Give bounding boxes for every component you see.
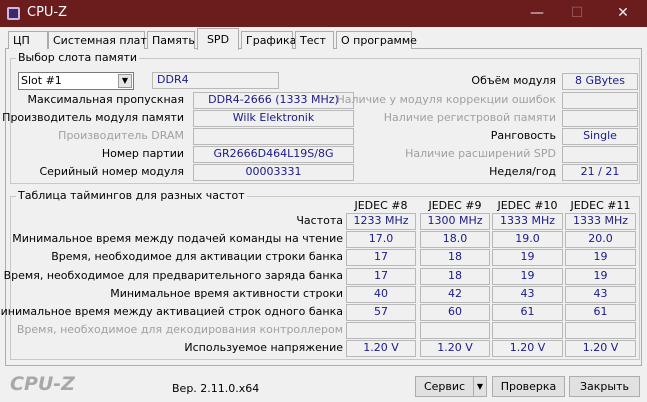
timing-cell: 1333 MHz (492, 213, 563, 230)
timing-cell: 60 (420, 304, 490, 321)
slot-field-value (562, 92, 638, 109)
timing-row-label: Время, необходимое для предварительного … (3, 268, 343, 282)
timing-cell: 61 (565, 304, 636, 321)
close-button[interactable]: Закрыть (569, 376, 640, 397)
timing-row-label: Минимальное время между подачей команды … (12, 232, 343, 246)
tab-3[interactable]: SPD (197, 28, 239, 50)
window-title: CPU-Z (27, 5, 68, 20)
timings-group-title: Таблица таймингов для разных частот (16, 189, 247, 202)
tab-5[interactable]: Тест (295, 31, 334, 49)
slot-group-title: Выбор слота памяти (16, 51, 140, 64)
timing-cell: 18 (420, 267, 490, 285)
tab-6[interactable]: О программе (336, 31, 417, 49)
timing-row-label: Минимальное время между активацией строк… (0, 305, 343, 318)
timing-column-header: JEDEC #10 (497, 199, 558, 212)
tools-dropdown-arrow-icon[interactable]: ▼ (473, 376, 487, 397)
slot-field-label: Ранговость (490, 129, 556, 142)
timing-cell (420, 322, 490, 340)
timing-cell: 43 (565, 285, 636, 303)
timing-cell: 17 (346, 249, 416, 267)
slot-field-value (562, 146, 638, 163)
timing-cell (492, 322, 563, 340)
timing-cell: 1.20 V (420, 340, 490, 358)
timing-cell: 1333 MHz (565, 213, 636, 230)
chevron-down-icon[interactable]: ▼ (118, 74, 132, 88)
slot-field-value: Wilk Elektronik (193, 110, 354, 127)
minimize-button[interactable]: — (530, 5, 544, 21)
slot-field-value: DDR4-2666 (1333 MHz) (193, 92, 354, 109)
timing-cell: 19 (492, 267, 563, 285)
maximize-button[interactable]: ☐ (570, 5, 584, 21)
slot-field-label: Наличие у модуля коррекции ошибок (336, 93, 556, 106)
timing-cell: 57 (346, 304, 416, 321)
slot-selection-group (10, 58, 640, 184)
timing-cell: 19 (565, 267, 636, 285)
title-bar: CPU-Z — ☐ ✕ (0, 0, 647, 27)
timing-cell: 18.0 (420, 231, 490, 249)
timing-cell: 17 (346, 267, 416, 285)
timing-cell: 20.0 (565, 231, 636, 249)
memory-type-field: DDR4 (152, 72, 279, 89)
timing-cell: 43 (492, 285, 563, 303)
cpu-z-logo: CPU-Z (10, 373, 75, 395)
slot-field-value: GR2666D464L19S/8G (193, 146, 354, 163)
timing-cell: 1.20 V (565, 340, 636, 358)
tab-4[interactable]: Графика (241, 31, 296, 49)
timing-cell (565, 322, 636, 340)
slot-field-label: Производитель DRAM (58, 129, 184, 142)
tools-button[interactable]: Сервис (415, 376, 474, 397)
timing-row-label: Время, необходимое для активации строки … (51, 250, 343, 264)
cpu-z-app-icon (7, 7, 20, 20)
validate-button[interactable]: Проверка (492, 376, 565, 397)
timing-cell: 19 (565, 249, 636, 267)
timing-cell: 17.0 (346, 231, 416, 249)
slot-field-label: Неделя/год (489, 165, 556, 178)
timing-column-header: JEDEC #8 (354, 199, 408, 212)
timing-cell: 19.0 (492, 231, 563, 249)
timing-cell: 19 (492, 249, 563, 267)
timing-column-header: JEDEC #11 (570, 199, 631, 212)
timing-row-label: Минимальное время активности строки (110, 286, 343, 300)
slot-field-label: Максимальная пропускная (27, 93, 184, 106)
timings-group (10, 196, 640, 360)
slot-field-value (193, 128, 354, 145)
timing-cell: 1300 MHz (420, 213, 490, 230)
timing-cell: 42 (420, 285, 490, 303)
slot-field-label: Объём модуля (471, 74, 556, 87)
timing-column-header: JEDEC #9 (428, 199, 482, 212)
slot-field-value: Single (562, 128, 638, 145)
timing-cell: 18 (420, 249, 490, 267)
version-label: Вер. 2.11.0.x64 (172, 382, 260, 395)
timing-row-label: Используемое напряжение (184, 341, 343, 355)
timing-row-label: Время, необходимое для декодирования кон… (16, 323, 343, 337)
slot-select-value: Slot #1 (21, 74, 62, 87)
slot-field-label: Наличие регистровой памяти (383, 111, 556, 124)
slot-select[interactable]: Slot #1 ▼ (18, 72, 134, 90)
timing-cell: 61 (492, 304, 563, 321)
slot-field-value (562, 110, 638, 127)
slot-field-label: Номер партии (101, 147, 184, 160)
slot-field-label: Наличие расширений SPD (405, 147, 556, 160)
close-window-button[interactable]: ✕ (617, 5, 629, 21)
timing-cell: 1.20 V (346, 340, 416, 358)
timing-cell: 40 (346, 285, 416, 303)
timing-row-label: Частота (296, 214, 343, 227)
slot-field-value: 00003331 (193, 164, 354, 181)
timing-cell (346, 322, 416, 340)
timing-cell: 1233 MHz (346, 213, 416, 230)
slot-field-value: 8 GBytes (562, 73, 638, 90)
slot-field-label: Производитель модуля памяти (2, 111, 184, 124)
slot-field-value: 21 / 21 (562, 164, 638, 181)
slot-field-label: Серийный номер модуля (39, 165, 184, 178)
timing-cell: 1.20 V (492, 340, 563, 358)
tab-2[interactable]: Память (147, 31, 195, 49)
tab-1[interactable]: Системная плата (48, 31, 154, 49)
tab-0[interactable]: ЦП (8, 31, 48, 49)
